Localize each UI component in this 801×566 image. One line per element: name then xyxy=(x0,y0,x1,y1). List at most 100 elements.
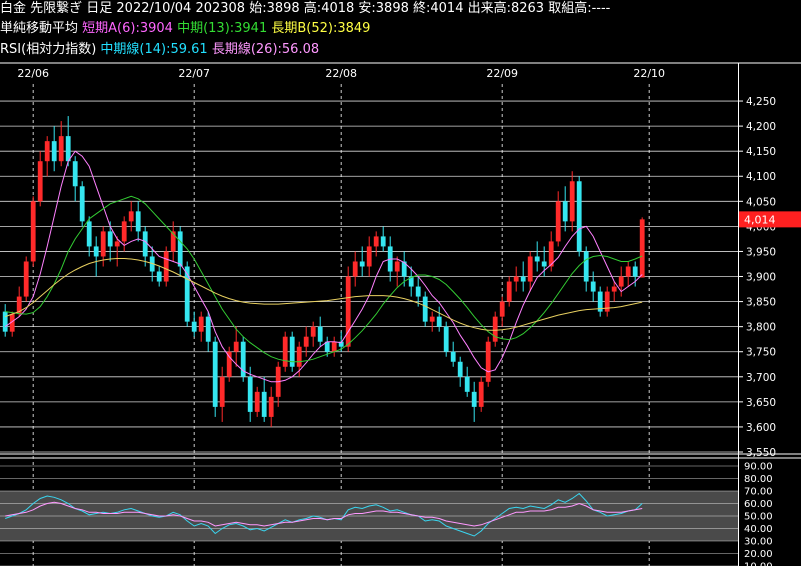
candle-body xyxy=(541,261,547,267)
candle xyxy=(303,326,309,357)
candle-body xyxy=(261,391,267,417)
candle xyxy=(44,136,50,177)
price-tick-label: 4,250 xyxy=(746,96,776,108)
candle xyxy=(555,191,561,247)
rsi-tick-label: 40.00 xyxy=(744,524,773,535)
candle-body xyxy=(58,136,64,162)
price-tick-label: 3,800 xyxy=(746,322,776,334)
candle xyxy=(9,311,15,337)
candle xyxy=(191,311,197,337)
candle xyxy=(338,331,344,352)
candle xyxy=(415,276,421,307)
candle xyxy=(142,226,148,267)
candle xyxy=(177,226,183,277)
date-label: 22/09 xyxy=(486,67,518,80)
candle xyxy=(79,181,85,227)
candle xyxy=(310,321,316,347)
price-tick-label: 3,750 xyxy=(746,347,776,359)
candle xyxy=(219,366,225,422)
candle-body xyxy=(394,261,400,272)
candle-body xyxy=(506,281,512,302)
candle-body xyxy=(16,296,22,315)
candle-body xyxy=(345,276,351,347)
candle xyxy=(23,256,29,302)
candle-body xyxy=(499,301,505,317)
candle-body xyxy=(2,311,8,332)
date-label: 22/08 xyxy=(325,67,357,80)
candle xyxy=(247,366,253,422)
candle xyxy=(275,361,281,407)
price-tick-label: 3,950 xyxy=(746,246,776,258)
candle xyxy=(114,236,120,267)
candle-body xyxy=(331,341,337,352)
candle xyxy=(51,126,57,172)
candle xyxy=(401,251,407,287)
rsi-tick-label: 50.00 xyxy=(744,512,773,523)
candle xyxy=(408,266,414,297)
candle xyxy=(534,241,540,272)
candle xyxy=(317,316,323,347)
candle-body xyxy=(324,341,330,352)
candle xyxy=(380,226,386,252)
rsi-tick-label: 60.00 xyxy=(744,499,773,510)
price-tick-label: 3,850 xyxy=(746,297,776,309)
candle xyxy=(72,156,78,202)
candle xyxy=(121,216,127,252)
candle-body xyxy=(240,341,246,377)
moving-average-legend: 単純移動平均 短期A(6):3904 中期(13):3941 長期B(52):3… xyxy=(0,20,370,38)
candle xyxy=(625,261,631,287)
candle-body xyxy=(380,236,386,247)
candle-body xyxy=(65,136,71,162)
candle-body xyxy=(485,341,491,382)
candle xyxy=(464,366,470,397)
ma-long-line xyxy=(5,258,643,331)
candle-body xyxy=(296,346,302,367)
candle xyxy=(569,171,575,232)
candle-body xyxy=(156,271,162,282)
rsi-mid-legend: 中期線(14):59.61 xyxy=(100,42,208,57)
candle-body xyxy=(163,251,169,282)
candle xyxy=(485,336,491,387)
candle xyxy=(261,376,267,422)
candle xyxy=(436,306,442,332)
candle xyxy=(58,121,64,167)
candle-body xyxy=(373,236,379,247)
candle xyxy=(331,336,337,357)
candle xyxy=(170,221,176,262)
candle-body xyxy=(639,219,645,278)
candle-body xyxy=(184,266,190,322)
candle xyxy=(65,116,71,167)
candle-body xyxy=(37,161,43,202)
candle-body xyxy=(114,241,120,247)
last-price-label: 4,014 xyxy=(744,213,776,226)
rsi-long-line xyxy=(5,501,643,527)
candle xyxy=(478,376,484,412)
candle-body xyxy=(310,326,316,337)
candle-body xyxy=(79,186,85,222)
candle xyxy=(163,246,169,287)
candle-body xyxy=(142,231,148,257)
candle-body xyxy=(100,231,106,257)
candle-body xyxy=(569,181,575,222)
candle-body xyxy=(534,256,540,262)
ma-long-legend: 長期B(52):3849 xyxy=(271,21,371,36)
price-tick-label: 4,150 xyxy=(746,146,776,158)
rsi-legend-title: RSI(相対力指数) xyxy=(0,42,97,57)
candle-body xyxy=(443,326,449,352)
chart-frame xyxy=(0,62,801,566)
candle xyxy=(86,216,92,257)
candle xyxy=(107,221,113,262)
last-price-tag xyxy=(739,211,801,228)
candle xyxy=(135,201,141,242)
candle xyxy=(128,201,134,232)
candle-body xyxy=(51,141,57,162)
candle xyxy=(457,356,463,387)
candle-body xyxy=(366,246,372,267)
ma-mid-legend: 中期(13):3941 xyxy=(177,21,268,36)
ma-legend-title: 単純移動平均 xyxy=(0,21,79,36)
price-tick-label: 4,200 xyxy=(746,121,776,133)
candle-body xyxy=(436,316,442,327)
candle xyxy=(513,266,519,292)
candle-body xyxy=(226,351,232,377)
